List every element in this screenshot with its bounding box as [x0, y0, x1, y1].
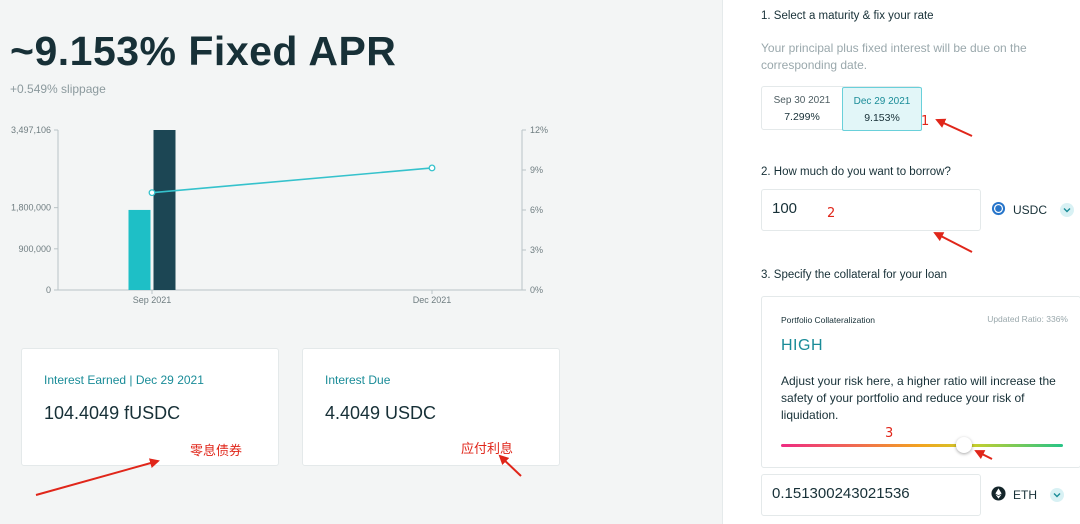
risk-slider-handle[interactable]: [956, 437, 972, 453]
collateralization-level: HIGH: [781, 337, 823, 354]
annotation-zero-coupon: 零息债券: [190, 444, 243, 459]
risk-slider[interactable]: [781, 437, 1063, 453]
interest-earned-value: 104.4049 fUSDC: [44, 403, 181, 423]
collateral-amount-input[interactable]: [772, 485, 972, 502]
usdc-icon: [991, 201, 1006, 219]
maturity-option-sep[interactable]: Sep 30 2021 7.299%: [762, 87, 842, 131]
borrow-amount-box: [761, 189, 981, 231]
maturity-rate: 7.299%: [784, 111, 820, 123]
borrow-amount-input[interactable]: [772, 200, 972, 217]
annotation-3: 3: [885, 426, 894, 441]
interest-earned-title: Interest Earned | Dec 29 2021: [44, 373, 204, 387]
left-axis-tick-label: 3,497,106: [11, 125, 51, 135]
left-panel: ~9.153% Fixed APR +0.549% slippage 3,497…: [10, 28, 560, 466]
right-axis-tick-label: 3%: [530, 245, 543, 255]
interest-due-value: 4.4049 USDC: [325, 403, 437, 423]
borrow-chart: 3,497,106 1,800,000 900,000 0 12% 9% 6% 3% 0% Sep…: [11, 125, 548, 305]
step1-heading: 1. Select a maturity & fix your rate: [761, 10, 934, 22]
x-axis-tick-label: Dec 2021: [413, 295, 452, 305]
right-axis-tick-label: 9%: [530, 165, 543, 175]
slippage-text: +0.549% slippage: [10, 82, 106, 96]
left-axis-tick-label: 0: [46, 285, 51, 295]
step2-heading: 2. How much do you want to borrow?: [761, 166, 951, 178]
maturity-selector: Sep 30 2021 7.299% Dec 29 2021 9.153%: [761, 86, 922, 131]
eth-icon: [991, 486, 1006, 504]
right-axis-tick-label: 0%: [530, 285, 543, 295]
chevron-down-icon[interactable]: [1060, 203, 1075, 217]
risk-advice-text: Adjust your risk here, a higher ratio wi…: [781, 374, 1056, 422]
maturity-date: Sep 30 2021: [773, 95, 831, 106]
interest-due-card: Interest Due 4.4049 USDC: [302, 348, 560, 466]
interest-due-title: Interest Due: [325, 373, 391, 387]
collateralization-label: Portfolio Collateralization: [781, 315, 876, 325]
interest-earned-card: Interest Earned | Dec 29 2021 104.4049 f…: [21, 348, 279, 466]
collateral-amount-box: [761, 474, 981, 516]
collateral-asset-select[interactable]: ETH: [985, 474, 1080, 516]
annotation-1: 1: [921, 114, 930, 129]
borrow-form-panel: 1. Select a maturity & fix your rate You…: [722, 0, 1080, 524]
annotation-2: 2: [827, 206, 836, 221]
borrow-asset-label: USDC: [1013, 203, 1048, 217]
rate-line: [151, 167, 433, 194]
left-axis-tick-label: 900,000: [18, 244, 51, 254]
maturity-date: Dec 29 2021: [853, 96, 911, 107]
maturity-rate: 9.153%: [864, 112, 900, 124]
collateral-asset-label: ETH: [1013, 488, 1037, 502]
right-axis-tick-label: 6%: [530, 205, 543, 215]
left-axis-tick-label: 1,800,000: [11, 203, 51, 213]
collateralization-card: Portfolio Collateralization Updated Rati…: [761, 296, 1080, 468]
borrow-asset-select[interactable]: USDC: [985, 189, 1080, 231]
chart-bar: [128, 209, 151, 290]
rate-point: [428, 164, 436, 172]
maturity-option-dec[interactable]: Dec 29 2021 9.153%: [842, 87, 922, 131]
rate-point: [148, 189, 156, 197]
chevron-down-icon[interactable]: [1050, 488, 1064, 502]
x-axis-tick-label: Sep 2021: [133, 295, 172, 305]
step1-description: Your principal plus fixed interest will …: [761, 41, 1027, 72]
chart-bar: [153, 130, 176, 290]
annotation-interest-payable: 应付利息: [461, 442, 514, 457]
step3-heading: 3. Specify the collateral for your loan: [761, 269, 948, 281]
fixed-apr-heading: ~9.153% Fixed APR: [10, 28, 397, 74]
updated-ratio: Updated Ratio: 336%: [987, 314, 1068, 324]
right-axis-tick-label: 12%: [530, 125, 548, 135]
